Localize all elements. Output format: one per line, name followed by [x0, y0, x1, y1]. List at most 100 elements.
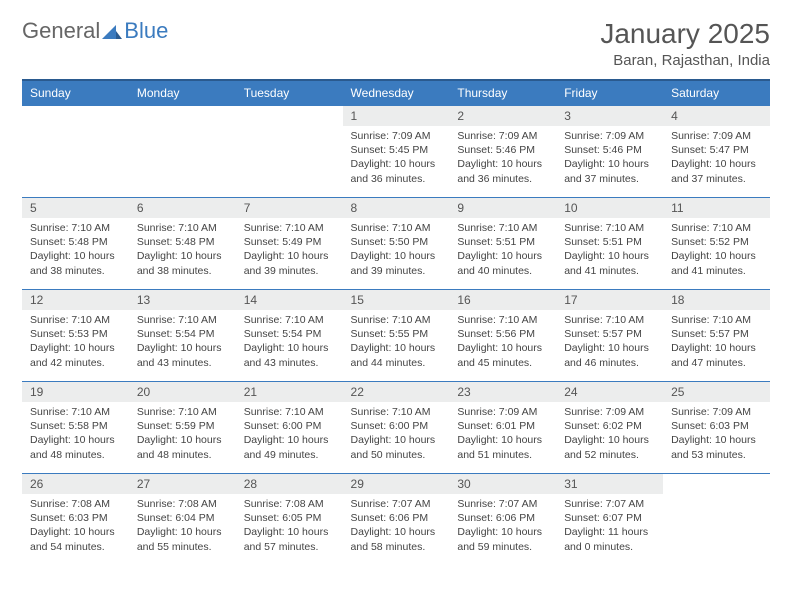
weekday-header: Wednesday: [343, 80, 450, 105]
day-details: Sunrise: 7:10 AMSunset: 5:49 PMDaylight:…: [236, 218, 343, 284]
calendar-cell: 16Sunrise: 7:10 AMSunset: 5:56 PMDayligh…: [449, 289, 556, 381]
day-number: 25: [663, 381, 770, 402]
calendar-row: 26Sunrise: 7:08 AMSunset: 6:03 PMDayligh…: [22, 473, 770, 565]
day-number: 10: [556, 197, 663, 218]
weekday-header: Thursday: [449, 80, 556, 105]
day-number: 9: [449, 197, 556, 218]
day-number: [236, 105, 343, 126]
day-number: 1: [343, 105, 450, 126]
day-details: Sunrise: 7:10 AMSunset: 5:59 PMDaylight:…: [129, 402, 236, 468]
day-number: 29: [343, 473, 450, 494]
calendar-cell: 30Sunrise: 7:07 AMSunset: 6:06 PMDayligh…: [449, 473, 556, 565]
title-block: January 2025 Baran, Rajasthan, India: [600, 18, 770, 69]
day-number: [22, 105, 129, 126]
logo-text-general: General: [22, 18, 100, 44]
day-details: Sunrise: 7:08 AMSunset: 6:05 PMDaylight:…: [236, 494, 343, 560]
day-details: Sunrise: 7:09 AMSunset: 6:01 PMDaylight:…: [449, 402, 556, 468]
day-details: Sunrise: 7:09 AMSunset: 6:02 PMDaylight:…: [556, 402, 663, 468]
day-details: Sunrise: 7:10 AMSunset: 5:50 PMDaylight:…: [343, 218, 450, 284]
day-number: 3: [556, 105, 663, 126]
calendar-row: 19Sunrise: 7:10 AMSunset: 5:58 PMDayligh…: [22, 381, 770, 473]
calendar-cell: 29Sunrise: 7:07 AMSunset: 6:06 PMDayligh…: [343, 473, 450, 565]
day-number: 16: [449, 289, 556, 310]
calendar-cell: 15Sunrise: 7:10 AMSunset: 5:55 PMDayligh…: [343, 289, 450, 381]
day-number: 6: [129, 197, 236, 218]
day-number: 7: [236, 197, 343, 218]
calendar-cell: 23Sunrise: 7:09 AMSunset: 6:01 PMDayligh…: [449, 381, 556, 473]
month-title: January 2025: [600, 18, 770, 50]
calendar-cell: 14Sunrise: 7:10 AMSunset: 5:54 PMDayligh…: [236, 289, 343, 381]
day-details: Sunrise: 7:10 AMSunset: 5:55 PMDaylight:…: [343, 310, 450, 376]
day-number: 2: [449, 105, 556, 126]
day-details: Sunrise: 7:10 AMSunset: 5:56 PMDaylight:…: [449, 310, 556, 376]
day-details: Sunrise: 7:09 AMSunset: 5:45 PMDaylight:…: [343, 126, 450, 192]
weekday-header: Friday: [556, 80, 663, 105]
calendar-cell: 22Sunrise: 7:10 AMSunset: 6:00 PMDayligh…: [343, 381, 450, 473]
calendar-cell: 28Sunrise: 7:08 AMSunset: 6:05 PMDayligh…: [236, 473, 343, 565]
day-number: 8: [343, 197, 450, 218]
day-number: 30: [449, 473, 556, 494]
calendar-cell: 3Sunrise: 7:09 AMSunset: 5:46 PMDaylight…: [556, 105, 663, 197]
calendar-cell: 11Sunrise: 7:10 AMSunset: 5:52 PMDayligh…: [663, 197, 770, 289]
calendar-cell: [22, 105, 129, 197]
day-details: Sunrise: 7:09 AMSunset: 5:46 PMDaylight:…: [449, 126, 556, 192]
calendar-row: 1Sunrise: 7:09 AMSunset: 5:45 PMDaylight…: [22, 105, 770, 197]
calendar-cell: 7Sunrise: 7:10 AMSunset: 5:49 PMDaylight…: [236, 197, 343, 289]
logo-text-blue: Blue: [124, 18, 168, 44]
calendar-cell: 26Sunrise: 7:08 AMSunset: 6:03 PMDayligh…: [22, 473, 129, 565]
calendar-cell: [236, 105, 343, 197]
day-number: 18: [663, 289, 770, 310]
calendar-cell: 5Sunrise: 7:10 AMSunset: 5:48 PMDaylight…: [22, 197, 129, 289]
day-number: [129, 105, 236, 126]
day-details: Sunrise: 7:07 AMSunset: 6:06 PMDaylight:…: [343, 494, 450, 560]
calendar-cell: 13Sunrise: 7:10 AMSunset: 5:54 PMDayligh…: [129, 289, 236, 381]
day-details: Sunrise: 7:08 AMSunset: 6:04 PMDaylight:…: [129, 494, 236, 560]
calendar-cell: 9Sunrise: 7:10 AMSunset: 5:51 PMDaylight…: [449, 197, 556, 289]
day-details: Sunrise: 7:10 AMSunset: 5:54 PMDaylight:…: [129, 310, 236, 376]
location: Baran, Rajasthan, India: [600, 52, 770, 69]
day-details: Sunrise: 7:10 AMSunset: 5:51 PMDaylight:…: [449, 218, 556, 284]
calendar-cell: 4Sunrise: 7:09 AMSunset: 5:47 PMDaylight…: [663, 105, 770, 197]
day-number: 11: [663, 197, 770, 218]
calendar-cell: 18Sunrise: 7:10 AMSunset: 5:57 PMDayligh…: [663, 289, 770, 381]
day-number: 27: [129, 473, 236, 494]
day-details: Sunrise: 7:10 AMSunset: 5:48 PMDaylight:…: [129, 218, 236, 284]
day-number: 5: [22, 197, 129, 218]
header: General Blue January 2025 Baran, Rajasth…: [22, 18, 770, 69]
calendar-cell: 8Sunrise: 7:10 AMSunset: 5:50 PMDaylight…: [343, 197, 450, 289]
weekday-header: Saturday: [663, 80, 770, 105]
day-number: 13: [129, 289, 236, 310]
day-number: 4: [663, 105, 770, 126]
day-number: 28: [236, 473, 343, 494]
day-details: Sunrise: 7:10 AMSunset: 5:53 PMDaylight:…: [22, 310, 129, 376]
calendar-cell: 27Sunrise: 7:08 AMSunset: 6:04 PMDayligh…: [129, 473, 236, 565]
weekday-header: Monday: [129, 80, 236, 105]
calendar-cell: 21Sunrise: 7:10 AMSunset: 6:00 PMDayligh…: [236, 381, 343, 473]
calendar-cell: 6Sunrise: 7:10 AMSunset: 5:48 PMDaylight…: [129, 197, 236, 289]
calendar-cell: 17Sunrise: 7:10 AMSunset: 5:57 PMDayligh…: [556, 289, 663, 381]
day-number: [663, 473, 770, 494]
day-details: Sunrise: 7:07 AMSunset: 6:07 PMDaylight:…: [556, 494, 663, 560]
day-details: Sunrise: 7:10 AMSunset: 6:00 PMDaylight:…: [236, 402, 343, 468]
calendar-cell: 31Sunrise: 7:07 AMSunset: 6:07 PMDayligh…: [556, 473, 663, 565]
calendar-cell: 20Sunrise: 7:10 AMSunset: 5:59 PMDayligh…: [129, 381, 236, 473]
calendar-cell: 2Sunrise: 7:09 AMSunset: 5:46 PMDaylight…: [449, 105, 556, 197]
calendar-cell: 25Sunrise: 7:09 AMSunset: 6:03 PMDayligh…: [663, 381, 770, 473]
day-number: 31: [556, 473, 663, 494]
day-number: 14: [236, 289, 343, 310]
day-details: Sunrise: 7:10 AMSunset: 5:57 PMDaylight:…: [663, 310, 770, 376]
day-details: Sunrise: 7:09 AMSunset: 6:03 PMDaylight:…: [663, 402, 770, 468]
day-details: Sunrise: 7:10 AMSunset: 5:57 PMDaylight:…: [556, 310, 663, 376]
calendar-row: 12Sunrise: 7:10 AMSunset: 5:53 PMDayligh…: [22, 289, 770, 381]
day-details: Sunrise: 7:10 AMSunset: 6:00 PMDaylight:…: [343, 402, 450, 468]
day-number: 21: [236, 381, 343, 402]
day-number: 24: [556, 381, 663, 402]
day-details: Sunrise: 7:08 AMSunset: 6:03 PMDaylight:…: [22, 494, 129, 560]
weekday-header: Sunday: [22, 80, 129, 105]
day-details: Sunrise: 7:09 AMSunset: 5:47 PMDaylight:…: [663, 126, 770, 192]
day-details: Sunrise: 7:10 AMSunset: 5:58 PMDaylight:…: [22, 402, 129, 468]
calendar-cell: [663, 473, 770, 565]
calendar-cell: [129, 105, 236, 197]
day-number: 23: [449, 381, 556, 402]
calendar-row: 5Sunrise: 7:10 AMSunset: 5:48 PMDaylight…: [22, 197, 770, 289]
